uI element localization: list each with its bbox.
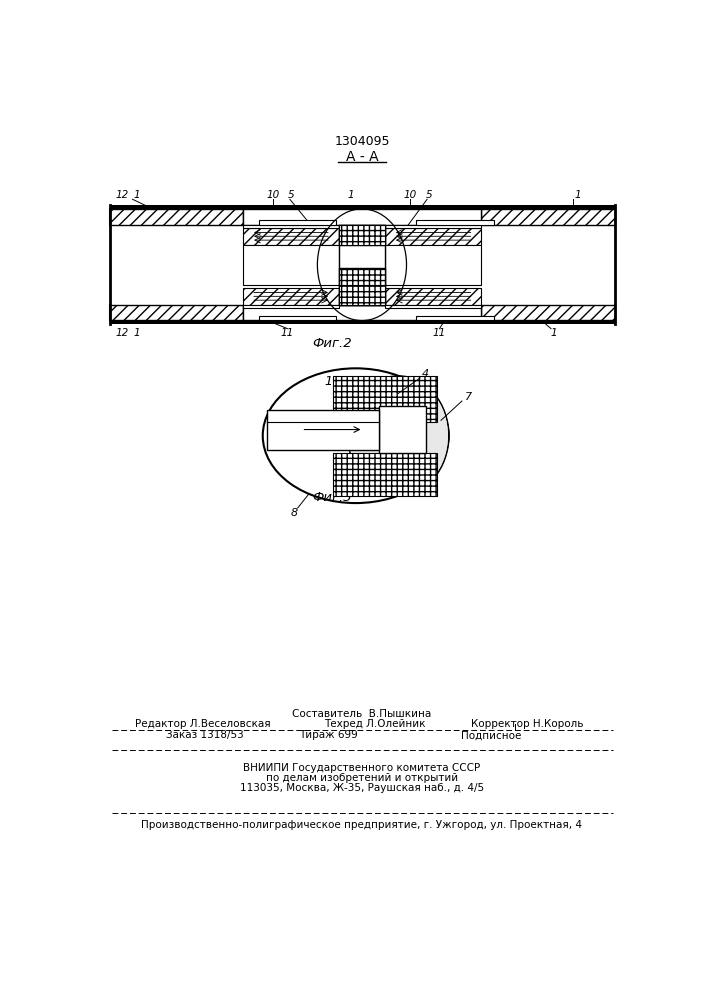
Text: 1: 1: [347, 190, 354, 200]
Text: 4: 4: [422, 369, 429, 379]
Ellipse shape: [263, 368, 449, 503]
Bar: [379, 406, 426, 453]
Text: по делам изобретений и открытий: по делам изобретений и открытий: [266, 773, 458, 783]
Text: Подписное: Подписное: [461, 730, 522, 740]
Bar: [243, 288, 339, 305]
Text: 5: 5: [426, 190, 433, 200]
Ellipse shape: [349, 377, 448, 495]
Text: Заказ 1318/53: Заказ 1318/53: [166, 730, 244, 740]
Text: Редактор Л.Веселовская: Редактор Л.Веселовская: [135, 719, 271, 729]
Text: 9: 9: [392, 432, 399, 442]
Bar: [385, 245, 481, 285]
Text: 1304095: 1304095: [334, 135, 390, 148]
Bar: [385, 225, 481, 228]
Text: ВНИИПИ Государственного комитета СССР: ВНИИПИ Государственного комитета СССР: [243, 763, 481, 773]
Bar: [416, 220, 493, 225]
Text: Тираж 699: Тираж 699: [299, 730, 358, 740]
Bar: [385, 305, 481, 308]
Text: Составитель  В.Пышкина: Составитель В.Пышкина: [292, 709, 431, 719]
Text: А - А: А - А: [346, 150, 378, 164]
Text: 11: 11: [433, 328, 446, 338]
Text: 1: 1: [133, 190, 140, 200]
Bar: [481, 209, 614, 225]
Text: 1: 1: [550, 328, 556, 338]
Bar: [267, 410, 379, 450]
Bar: [259, 220, 337, 225]
Text: Корректор Н.Король: Корректор Н.Король: [471, 719, 583, 729]
Text: 12: 12: [115, 190, 129, 200]
Text: 10: 10: [267, 190, 279, 200]
Bar: [332, 376, 437, 422]
Bar: [110, 305, 243, 320]
Bar: [243, 305, 339, 308]
Text: 11: 11: [281, 328, 294, 338]
Bar: [259, 316, 337, 320]
Text: 7: 7: [464, 392, 472, 402]
Bar: [243, 225, 339, 228]
Text: 1: 1: [325, 375, 332, 388]
Bar: [481, 305, 614, 320]
Text: Фиг.2: Фиг.2: [312, 337, 352, 350]
Ellipse shape: [348, 376, 449, 495]
Bar: [243, 228, 339, 245]
Bar: [416, 316, 493, 320]
Bar: [243, 209, 481, 225]
Bar: [339, 268, 385, 305]
Bar: [339, 225, 385, 245]
Text: 12: 12: [115, 328, 129, 338]
Bar: [110, 205, 614, 209]
Bar: [385, 228, 481, 245]
Text: 5: 5: [288, 190, 295, 200]
Bar: [243, 245, 339, 285]
Text: Фиг.3: Фиг.3: [312, 491, 352, 504]
Bar: [339, 285, 385, 305]
Bar: [243, 305, 481, 320]
Text: 1: 1: [133, 328, 140, 338]
Text: 113035, Москва, Ж-35, Раушская наб., д. 4/5: 113035, Москва, Ж-35, Раушская наб., д. …: [240, 783, 484, 793]
Text: 1: 1: [575, 190, 581, 200]
Bar: [110, 320, 614, 324]
Bar: [339, 225, 385, 305]
Bar: [385, 288, 481, 305]
Text: 10: 10: [404, 190, 416, 200]
Text: Техред Л.Олейник: Техред Л.Олейник: [325, 719, 426, 729]
Bar: [110, 209, 243, 225]
Text: 8: 8: [290, 508, 298, 518]
Bar: [332, 453, 437, 496]
Text: Производственно-полиграфическое предприятие, г. Ужгород, ул. Проектная, 4: Производственно-полиграфическое предприя…: [141, 820, 583, 830]
Text: 8: 8: [282, 425, 290, 435]
Bar: [339, 225, 385, 245]
